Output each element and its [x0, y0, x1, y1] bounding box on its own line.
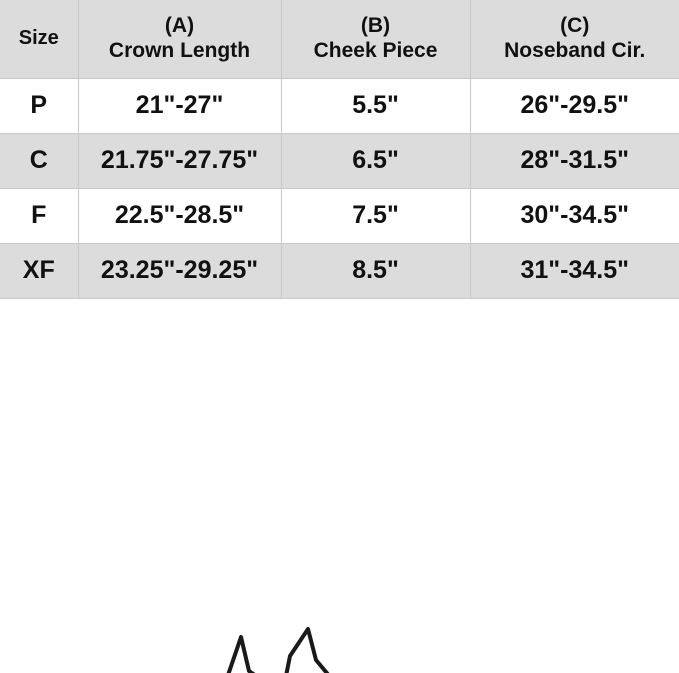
column-header-cheek-piece-label: Cheek Piece	[282, 39, 470, 64]
cell-crown-length: 21.75"-27.75"	[78, 133, 281, 188]
column-header-crown-length-label: Crown Length	[79, 39, 281, 64]
cell-cheek-piece: 7.5"	[281, 188, 470, 243]
column-header-cheek-piece-letter: (B)	[282, 14, 470, 39]
cell-noseband-cir: 30"-34.5"	[470, 188, 679, 243]
table-row: P 21"-27" 5.5" 26"-29.5"	[0, 78, 679, 133]
cell-crown-length: 21"-27"	[78, 78, 281, 133]
column-header-noseband-cir: (C) Noseband Cir.	[470, 0, 679, 78]
table-row: F 22.5"-28.5" 7.5" 30"-34.5"	[0, 188, 679, 243]
column-header-size-label: Size	[0, 27, 78, 51]
cell-crown-length: 23.25"-29.25"	[78, 243, 281, 298]
column-header-noseband-cir-letter: (C)	[471, 14, 679, 39]
column-header-noseband-cir-label: Noseband Cir.	[471, 39, 679, 64]
horse-head-illustration: A B C	[0, 299, 679, 673]
table-body: P 21"-27" 5.5" 26"-29.5" C 21.75"-27.75"…	[0, 78, 679, 298]
cell-cheek-piece: 8.5"	[281, 243, 470, 298]
table-row: C 21.75"-27.75" 6.5" 28"-31.5"	[0, 133, 679, 188]
cell-size: XF	[0, 243, 78, 298]
column-header-cheek-piece: (B) Cheek Piece	[281, 0, 470, 78]
size-chart-table: Size (A) Crown Length (B) Cheek Piece (C…	[0, 0, 679, 299]
cell-noseband-cir: 31"-34.5"	[470, 243, 679, 298]
cell-noseband-cir: 28"-31.5"	[470, 133, 679, 188]
cell-size: P	[0, 78, 78, 133]
cell-size: C	[0, 133, 78, 188]
cell-size: F	[0, 188, 78, 243]
horse-outline	[170, 629, 525, 673]
cell-crown-length: 22.5"-28.5"	[78, 188, 281, 243]
table-header-row: Size (A) Crown Length (B) Cheek Piece (C…	[0, 0, 679, 78]
table-header: Size (A) Crown Length (B) Cheek Piece (C…	[0, 0, 679, 78]
cell-cheek-piece: 6.5"	[281, 133, 470, 188]
cell-noseband-cir: 26"-29.5"	[470, 78, 679, 133]
measurement-diagram: A B C	[0, 299, 679, 673]
column-header-crown-length: (A) Crown Length	[78, 0, 281, 78]
table-row: XF 23.25"-29.25" 8.5" 31"-34.5"	[0, 243, 679, 298]
column-header-crown-length-letter: (A)	[79, 14, 281, 39]
column-header-size: Size	[0, 0, 78, 78]
cell-cheek-piece: 5.5"	[281, 78, 470, 133]
head-outline-path	[225, 629, 331, 673]
